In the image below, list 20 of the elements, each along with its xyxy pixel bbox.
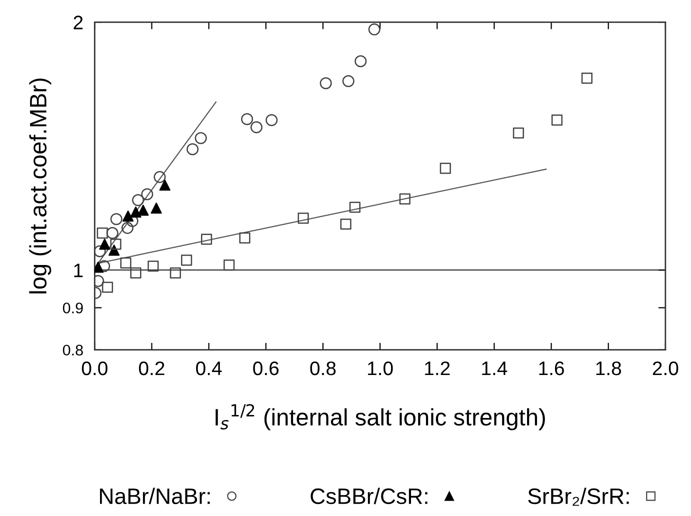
x-tick-label: 0.2 — [138, 361, 164, 376]
x-tick-label: 1.8 — [596, 361, 622, 376]
x-tick-label: 1.0 — [368, 361, 393, 376]
x-tick-label: 0.6 — [253, 361, 279, 376]
y-axis-title: log (int.act.coef.MBr) — [29, 78, 52, 294]
x-axis-title: I$_{s}$$^{1/2}$ (internal salt ionic strength) — [216, 404, 545, 430]
x-tick-label: 0.0 — [82, 361, 108, 376]
legend-label: SrBr₂/SrR: — [528, 488, 629, 506]
y-tick-label: 0.9 — [62, 302, 83, 314]
y-tick-label: 1 — [74, 264, 83, 278]
legend-label: CsBBr/CsR: — [310, 488, 428, 504]
x-tick-label: 1.2 — [425, 361, 450, 376]
x-tick-label: 1.6 — [539, 361, 564, 376]
y-tick-label: 0.8 — [62, 344, 83, 356]
x-tick-label: 2.0 — [652, 361, 678, 376]
x-tick-label: 0.8 — [310, 361, 336, 376]
y-tick-label: 2 — [74, 16, 83, 30]
x-tick-label: 1.4 — [482, 362, 508, 376]
legend-label: NaBr/NaBr: — [100, 488, 210, 504]
x-tick-label: 0.4 — [196, 361, 222, 376]
